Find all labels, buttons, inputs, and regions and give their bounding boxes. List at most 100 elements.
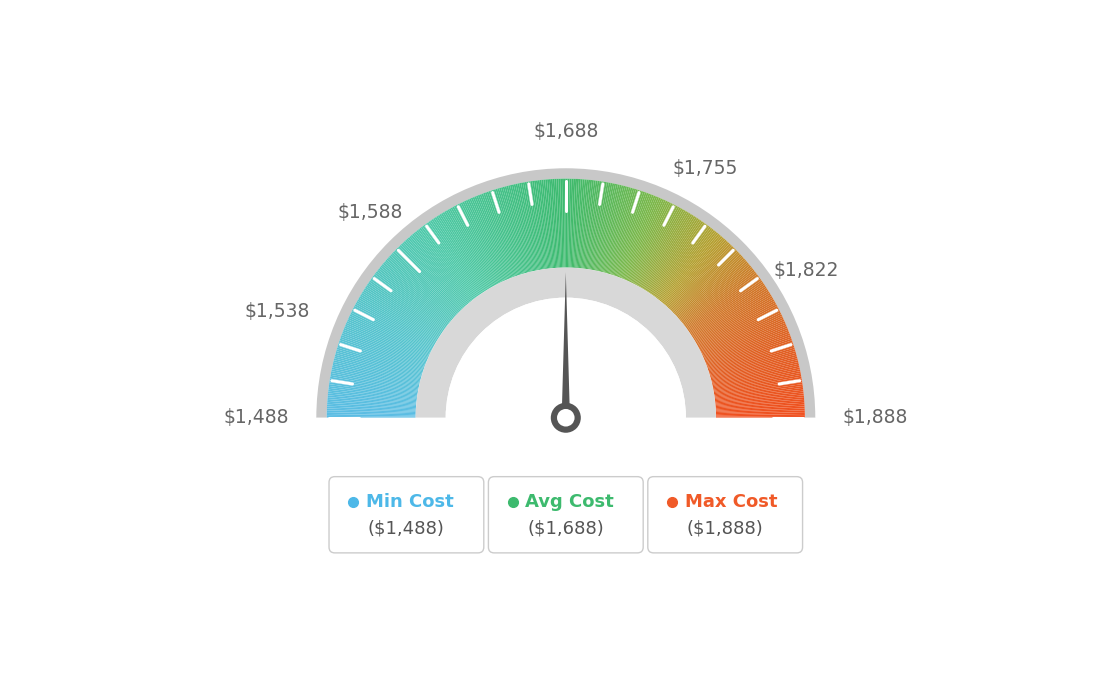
Wedge shape bbox=[649, 219, 700, 293]
Wedge shape bbox=[715, 397, 804, 406]
Wedge shape bbox=[676, 255, 743, 317]
Wedge shape bbox=[711, 355, 797, 380]
Wedge shape bbox=[402, 242, 464, 308]
Wedge shape bbox=[692, 290, 768, 338]
Wedge shape bbox=[609, 189, 638, 275]
Wedge shape bbox=[432, 219, 482, 293]
Wedge shape bbox=[340, 337, 425, 368]
Wedge shape bbox=[343, 330, 426, 364]
Text: $1,688: $1,688 bbox=[533, 121, 598, 141]
Wedge shape bbox=[331, 369, 418, 388]
Wedge shape bbox=[328, 395, 416, 405]
Wedge shape bbox=[540, 180, 551, 268]
Wedge shape bbox=[493, 189, 522, 275]
Wedge shape bbox=[446, 297, 686, 417]
Wedge shape bbox=[524, 182, 541, 270]
Wedge shape bbox=[680, 262, 749, 321]
Wedge shape bbox=[376, 270, 448, 326]
Wedge shape bbox=[405, 239, 466, 306]
Wedge shape bbox=[629, 201, 669, 282]
Wedge shape bbox=[713, 373, 802, 391]
Wedge shape bbox=[715, 401, 805, 408]
Wedge shape bbox=[688, 279, 762, 331]
Wedge shape bbox=[612, 190, 639, 275]
Wedge shape bbox=[390, 254, 456, 316]
Wedge shape bbox=[712, 362, 798, 384]
Wedge shape bbox=[327, 406, 416, 412]
Wedge shape bbox=[355, 303, 434, 346]
Wedge shape bbox=[715, 391, 804, 402]
Wedge shape bbox=[652, 222, 704, 295]
Wedge shape bbox=[676, 254, 742, 316]
Wedge shape bbox=[681, 266, 751, 323]
Wedge shape bbox=[435, 217, 485, 293]
Wedge shape bbox=[331, 371, 418, 390]
Wedge shape bbox=[705, 331, 789, 365]
Wedge shape bbox=[656, 226, 711, 298]
Wedge shape bbox=[329, 386, 417, 399]
Wedge shape bbox=[634, 205, 676, 284]
Wedge shape bbox=[694, 295, 772, 342]
Wedge shape bbox=[411, 235, 469, 304]
Wedge shape bbox=[590, 181, 605, 270]
Wedge shape bbox=[703, 321, 785, 358]
FancyBboxPatch shape bbox=[648, 477, 803, 553]
Wedge shape bbox=[689, 280, 763, 333]
Wedge shape bbox=[711, 358, 798, 382]
Wedge shape bbox=[601, 186, 624, 272]
Wedge shape bbox=[700, 309, 779, 351]
Wedge shape bbox=[707, 337, 792, 368]
Wedge shape bbox=[333, 360, 421, 383]
Wedge shape bbox=[327, 416, 415, 417]
Wedge shape bbox=[400, 245, 463, 310]
Wedge shape bbox=[698, 303, 776, 346]
Wedge shape bbox=[714, 384, 803, 397]
Wedge shape bbox=[349, 316, 429, 355]
Wedge shape bbox=[420, 228, 475, 299]
Wedge shape bbox=[562, 179, 564, 268]
Wedge shape bbox=[574, 179, 581, 268]
Wedge shape bbox=[337, 348, 423, 375]
Wedge shape bbox=[333, 362, 420, 384]
Wedge shape bbox=[327, 408, 416, 413]
Wedge shape bbox=[446, 210, 491, 288]
Wedge shape bbox=[614, 191, 644, 276]
Wedge shape bbox=[567, 179, 570, 268]
Wedge shape bbox=[507, 186, 530, 273]
Wedge shape bbox=[513, 184, 534, 271]
Wedge shape bbox=[532, 181, 545, 269]
Wedge shape bbox=[484, 193, 514, 277]
Wedge shape bbox=[554, 179, 560, 268]
Wedge shape bbox=[622, 195, 656, 279]
Wedge shape bbox=[603, 186, 627, 273]
Wedge shape bbox=[518, 184, 537, 270]
Wedge shape bbox=[659, 230, 715, 301]
Wedge shape bbox=[395, 248, 459, 313]
Wedge shape bbox=[715, 408, 805, 413]
Wedge shape bbox=[647, 217, 697, 293]
Wedge shape bbox=[556, 179, 561, 268]
Wedge shape bbox=[651, 221, 703, 295]
Wedge shape bbox=[588, 181, 603, 270]
Wedge shape bbox=[487, 192, 517, 276]
Wedge shape bbox=[664, 236, 722, 304]
Wedge shape bbox=[714, 382, 803, 397]
Wedge shape bbox=[596, 184, 616, 271]
Wedge shape bbox=[392, 253, 457, 315]
Wedge shape bbox=[693, 293, 771, 340]
Wedge shape bbox=[328, 390, 416, 402]
Wedge shape bbox=[490, 190, 519, 275]
Wedge shape bbox=[354, 304, 434, 348]
Wedge shape bbox=[335, 355, 421, 380]
Text: ($1,888): ($1,888) bbox=[687, 520, 764, 538]
Wedge shape bbox=[485, 193, 516, 277]
Text: $1,488: $1,488 bbox=[223, 408, 288, 427]
Wedge shape bbox=[617, 193, 648, 277]
Text: ($1,488): ($1,488) bbox=[368, 520, 445, 538]
Wedge shape bbox=[436, 216, 486, 292]
Wedge shape bbox=[357, 301, 435, 346]
Wedge shape bbox=[702, 316, 783, 355]
Wedge shape bbox=[630, 202, 671, 283]
Wedge shape bbox=[645, 215, 694, 291]
Wedge shape bbox=[658, 229, 714, 300]
